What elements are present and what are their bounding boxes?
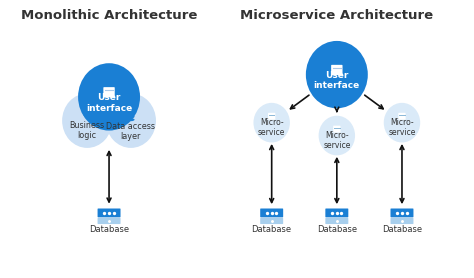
Text: Microservice Architecture: Microservice Architecture	[240, 9, 433, 22]
Circle shape	[254, 103, 290, 142]
Circle shape	[319, 116, 355, 155]
FancyBboxPatch shape	[391, 208, 413, 217]
Text: Micro-
service: Micro- service	[323, 131, 350, 150]
FancyBboxPatch shape	[260, 218, 283, 224]
Circle shape	[106, 93, 156, 148]
FancyBboxPatch shape	[98, 208, 120, 217]
Ellipse shape	[128, 112, 135, 115]
FancyBboxPatch shape	[98, 218, 120, 224]
FancyBboxPatch shape	[260, 208, 283, 217]
FancyBboxPatch shape	[331, 65, 343, 75]
Circle shape	[78, 63, 140, 131]
Text: Micro-
service: Micro- service	[258, 118, 285, 137]
Text: Micro-
service: Micro- service	[388, 118, 416, 137]
Text: ⚙: ⚙	[82, 108, 92, 121]
Circle shape	[62, 93, 112, 148]
Text: User
interface: User interface	[314, 71, 360, 90]
Text: Database: Database	[317, 225, 357, 234]
FancyBboxPatch shape	[398, 113, 406, 120]
Text: User
interface: User interface	[86, 93, 132, 113]
Ellipse shape	[128, 118, 135, 121]
FancyBboxPatch shape	[333, 126, 340, 133]
Text: Database: Database	[252, 225, 292, 234]
Text: Monolithic Architecture: Monolithic Architecture	[21, 9, 197, 22]
FancyBboxPatch shape	[103, 87, 115, 97]
FancyBboxPatch shape	[391, 218, 413, 224]
Circle shape	[306, 41, 368, 108]
Circle shape	[384, 103, 420, 142]
Text: Database: Database	[382, 225, 422, 234]
Text: Business
logic: Business logic	[70, 121, 105, 140]
FancyBboxPatch shape	[268, 113, 275, 120]
FancyBboxPatch shape	[325, 208, 348, 217]
Text: Data access
layer: Data access layer	[107, 122, 155, 141]
Text: Database: Database	[89, 225, 129, 234]
FancyBboxPatch shape	[325, 218, 348, 224]
Ellipse shape	[128, 115, 135, 118]
